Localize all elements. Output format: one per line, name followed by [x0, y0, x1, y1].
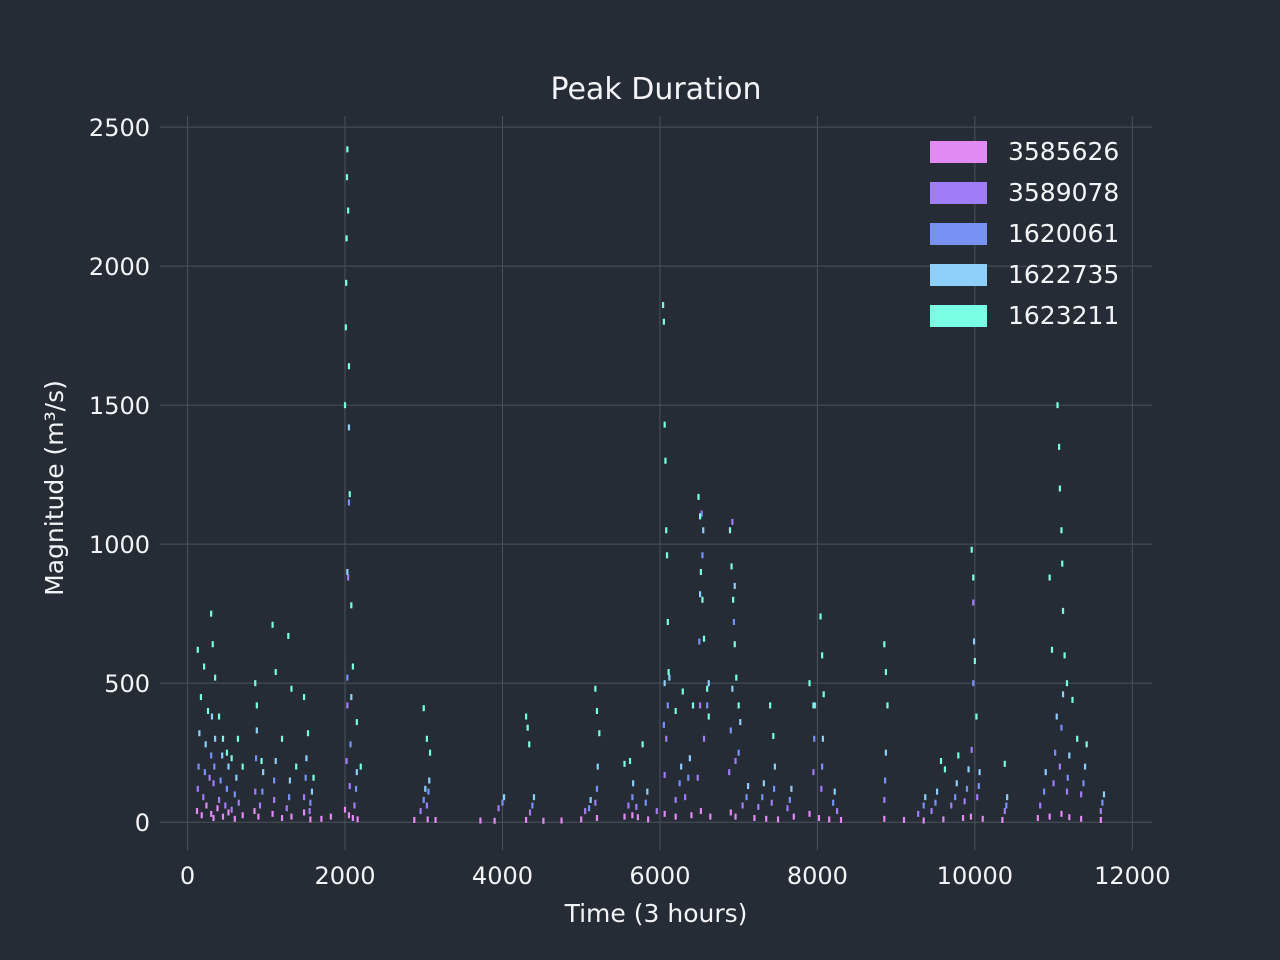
- data-marks: [195, 146, 1106, 824]
- y-tick-label: 1500: [89, 392, 150, 420]
- legend-item: 1622735: [930, 260, 1119, 289]
- x-tick-label: 4000: [472, 862, 533, 890]
- series-3585626: [195, 802, 1102, 824]
- legend-swatch: [930, 182, 987, 204]
- legend-label: 1622735: [1008, 260, 1119, 289]
- y-tick-label: 1000: [89, 531, 150, 559]
- y-tick-label: 2500: [89, 114, 150, 142]
- legend-item: 1623211: [930, 301, 1119, 330]
- chart-title: Peak Duration: [550, 72, 761, 107]
- legend-label: 3585626: [1008, 137, 1119, 166]
- series-1620061: [197, 499, 1104, 812]
- series-1623211: [196, 146, 1088, 781]
- legend-swatch: [930, 305, 987, 327]
- x-axis-ticks: 0 2000 4000 6000 8000 10000 12000: [180, 862, 1171, 890]
- x-tick-label: 6000: [629, 862, 690, 890]
- x-axis-label: Time (3 hours): [564, 899, 748, 928]
- y-tick-label: 0: [135, 809, 150, 837]
- x-tick-label: 8000: [787, 862, 848, 890]
- legend-swatch: [930, 141, 987, 163]
- legend-item: 1620061: [930, 219, 1119, 248]
- legend-item: 3589078: [930, 178, 1119, 207]
- y-tick-label: 2000: [89, 253, 150, 281]
- legend: 3585626 3589078 1620061 1622735 1623211: [930, 137, 1119, 330]
- y-axis-label: Magnitude (m³/s): [40, 380, 69, 596]
- y-axis-ticks: 0 500 1000 1500 2000 2500: [89, 114, 150, 837]
- grid: [160, 116, 1152, 850]
- x-tick-label: 12000: [1094, 862, 1170, 890]
- x-tick-label: 0: [180, 862, 195, 890]
- legend-swatch: [930, 223, 987, 245]
- x-tick-label: 2000: [314, 862, 375, 890]
- legend-item: 3585626: [930, 137, 1119, 166]
- y-tick-label: 500: [104, 670, 150, 698]
- legend-label: 3589078: [1008, 178, 1119, 207]
- legend-label: 1623211: [1008, 301, 1119, 330]
- x-tick-label: 10000: [937, 862, 1013, 890]
- legend-label: 1620061: [1008, 219, 1119, 248]
- series-1622735: [198, 424, 1106, 803]
- legend-swatch: [930, 264, 987, 286]
- series-3589078: [196, 510, 1102, 817]
